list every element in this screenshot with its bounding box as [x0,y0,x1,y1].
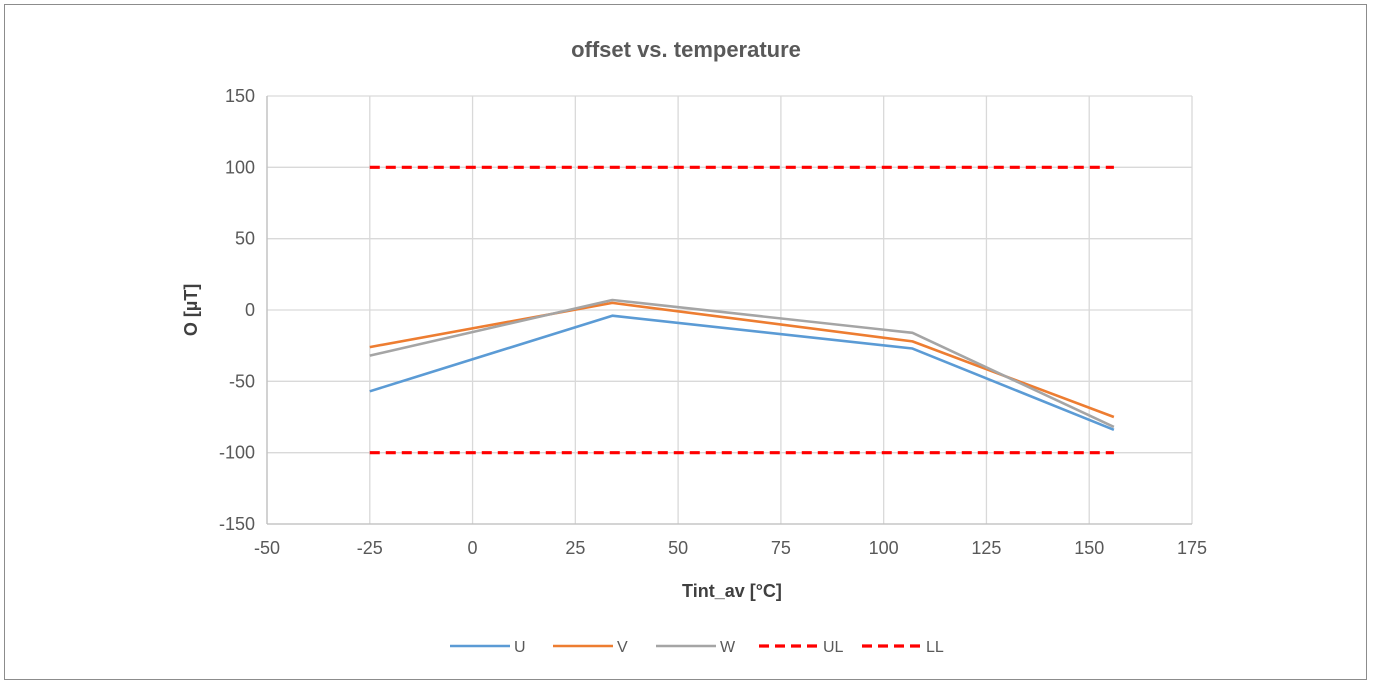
x-axis-label: Tint_av [°C] [682,581,782,601]
legend-item-ll: LL [862,639,944,656]
y-tick-label: -50 [229,371,255,391]
x-tick-label: 150 [1074,538,1104,558]
legend-item-ul: UL [759,639,844,656]
chart-frame: offset vs. temperature O [µT] Tint_av [°… [4,4,1367,680]
y-tick-label: -100 [219,443,255,463]
y-tick-label: 50 [235,229,255,249]
chart-title: offset vs. temperature [571,37,801,62]
legend-label-w: W [720,639,736,656]
x-tick-label: -50 [254,538,280,558]
line-chart: offset vs. temperature O [µT] Tint_av [°… [181,37,1207,656]
series-line-w [369,298,1115,429]
x-tick-label: 50 [668,538,688,558]
series-line-v [369,301,1115,419]
legend-label-u: U [514,639,526,656]
y-tick-label: 150 [225,86,255,106]
legend-item-v: V [553,639,628,656]
x-tick-label: 175 [1177,538,1207,558]
series-line-u [369,314,1115,432]
legend-label-v: V [617,639,628,656]
y-tick-label: 0 [245,300,255,320]
y-tick-label: 100 [225,157,255,177]
series-lines [369,165,1115,455]
x-tick-label: 100 [869,538,899,558]
axes [266,96,1192,525]
legend-label-ll: LL [926,639,944,656]
y-tick-label: -150 [219,514,255,534]
legend: U V W UL LL [450,639,944,656]
y-axis-label: O [µT] [181,284,201,336]
x-tick-label: 25 [565,538,585,558]
x-tick-label: 0 [468,538,478,558]
x-tick-label: 125 [971,538,1001,558]
x-tick-label: -25 [357,538,383,558]
legend-item-w: W [656,639,736,656]
x-tick-label: 75 [771,538,791,558]
legend-item-u: U [450,639,526,656]
legend-label-ul: UL [823,639,844,656]
gridlines [266,95,1193,525]
tick-labels: -50 -25 0 25 50 75 100 125 150 175 150 100 50 0 -50 -10… [219,86,1207,558]
